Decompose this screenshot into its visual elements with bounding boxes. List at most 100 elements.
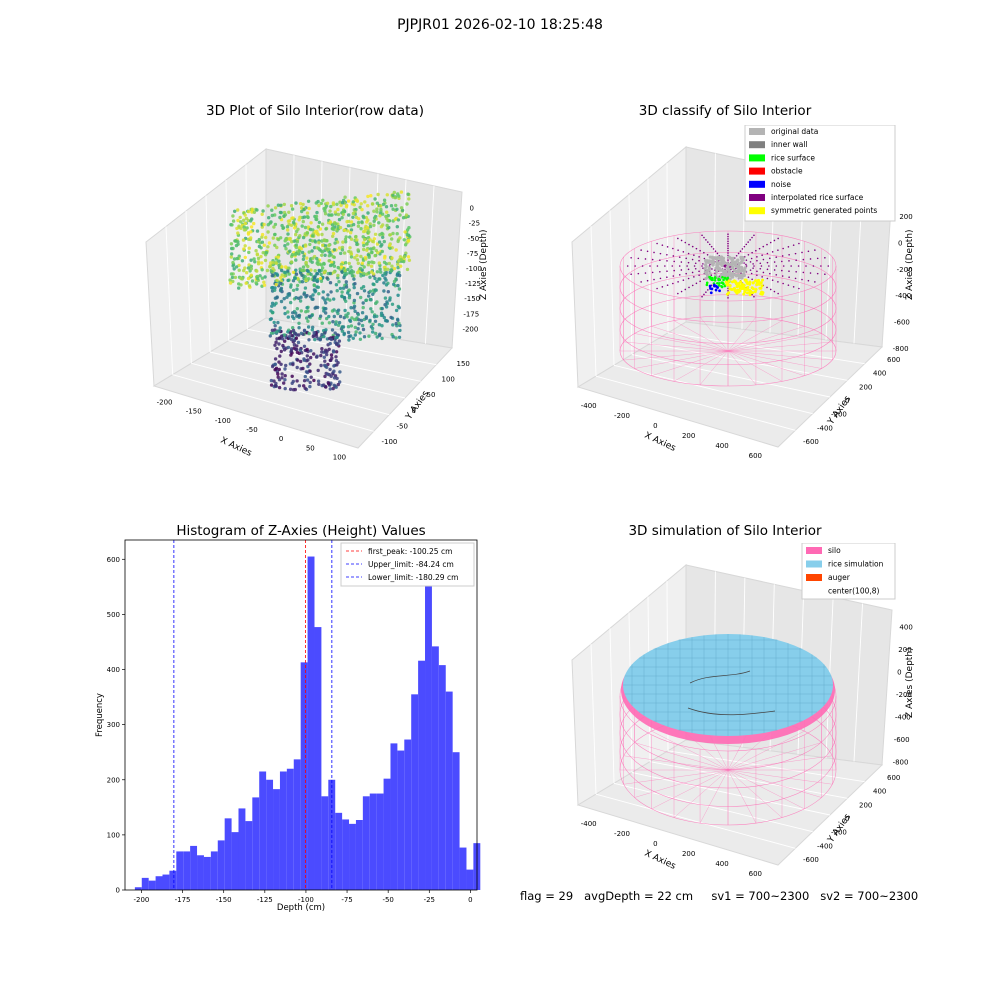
data-point bbox=[387, 243, 392, 248]
data-point bbox=[260, 232, 265, 237]
tick-label: 0 bbox=[653, 840, 657, 848]
data-point bbox=[302, 329, 307, 333]
interpolated-point bbox=[766, 243, 768, 246]
data-point bbox=[231, 264, 235, 268]
data-point bbox=[369, 307, 373, 311]
data-point bbox=[286, 310, 290, 314]
histogram-bar bbox=[134, 887, 142, 890]
data-point bbox=[230, 275, 235, 280]
data-point bbox=[346, 199, 351, 203]
data-point bbox=[275, 346, 279, 351]
data-point bbox=[398, 255, 403, 259]
data-point bbox=[355, 238, 359, 242]
data-point bbox=[283, 386, 287, 391]
tick-label: -400 bbox=[581, 402, 597, 410]
data-point bbox=[333, 241, 337, 245]
histogram-bar bbox=[438, 665, 446, 890]
data-point bbox=[314, 355, 319, 359]
interpolated-point bbox=[659, 277, 662, 280]
tick-label: 400 bbox=[715, 442, 728, 450]
interpolated-point bbox=[680, 269, 683, 271]
data-point bbox=[337, 320, 342, 325]
data-point bbox=[339, 203, 343, 207]
tick-label: 200 bbox=[898, 646, 911, 654]
plot1-tick-labels: -200-150-100-50050100-100-500501001500-2… bbox=[157, 205, 482, 462]
data-point bbox=[331, 320, 335, 324]
data-point bbox=[375, 207, 379, 211]
data-point bbox=[387, 261, 391, 266]
data-point bbox=[270, 208, 274, 212]
data-point bbox=[332, 255, 336, 259]
tick-label: 600 bbox=[887, 356, 900, 364]
data-point bbox=[397, 335, 402, 339]
grid-line bbox=[590, 644, 597, 795]
data-point bbox=[359, 227, 363, 231]
interpolated-point bbox=[758, 247, 761, 250]
interpolated-point bbox=[750, 257, 753, 260]
x-tick-label: -50 bbox=[382, 896, 393, 904]
interpolated-point bbox=[685, 257, 687, 260]
data-point bbox=[273, 243, 277, 247]
data-point bbox=[372, 216, 377, 220]
symmetric-point bbox=[732, 279, 736, 283]
data-point bbox=[377, 323, 382, 327]
data-point bbox=[327, 259, 331, 263]
plot3-frame bbox=[124, 539, 478, 891]
silo-floor-spoke bbox=[727, 317, 757, 352]
data-point bbox=[364, 272, 369, 276]
plot2-zlabel: Z Axies (Depth) bbox=[905, 229, 915, 300]
data-point bbox=[270, 213, 274, 218]
data-point bbox=[329, 213, 333, 217]
data-point bbox=[327, 254, 331, 258]
data-point bbox=[357, 217, 361, 221]
data-point bbox=[360, 261, 364, 265]
data-point bbox=[384, 205, 389, 209]
interpolated-point bbox=[749, 269, 752, 271]
data-point bbox=[355, 291, 360, 296]
data-point bbox=[332, 364, 336, 368]
data-point bbox=[351, 336, 355, 340]
interpolated-point bbox=[649, 265, 651, 267]
interpolated-point bbox=[705, 239, 707, 241]
data-point bbox=[380, 249, 384, 254]
data-point bbox=[380, 243, 384, 247]
data-point bbox=[305, 256, 309, 260]
histogram-bar bbox=[362, 796, 370, 890]
data-point bbox=[286, 219, 291, 223]
data-point bbox=[332, 270, 336, 274]
data-point bbox=[280, 268, 284, 273]
data-point bbox=[305, 378, 310, 382]
data-point bbox=[340, 216, 344, 220]
data-point bbox=[403, 230, 407, 234]
data-point bbox=[274, 261, 278, 265]
data-point bbox=[318, 314, 323, 318]
data-point bbox=[361, 301, 365, 305]
plot4-ylabel: Y Axies bbox=[826, 812, 854, 845]
data-point bbox=[327, 382, 331, 386]
data-point bbox=[278, 354, 282, 358]
data-point bbox=[237, 282, 241, 286]
histogram-bar bbox=[231, 832, 239, 890]
data-point bbox=[351, 211, 356, 216]
data-point bbox=[283, 244, 287, 248]
data-point bbox=[277, 385, 282, 390]
histogram-bar bbox=[148, 880, 156, 890]
tick-label: -100 bbox=[215, 417, 231, 425]
data-point bbox=[342, 228, 347, 232]
data-point bbox=[326, 293, 330, 297]
data-point bbox=[360, 207, 364, 212]
data-point bbox=[336, 273, 340, 278]
data-point bbox=[336, 265, 340, 270]
histogram-bar bbox=[273, 789, 280, 890]
histogram-bar bbox=[418, 660, 426, 890]
interpolated-point bbox=[682, 251, 685, 253]
tick-label: -200 bbox=[614, 412, 630, 420]
silo-floor-spoke bbox=[727, 769, 833, 785]
tick-label: -150 bbox=[186, 408, 202, 416]
interpolated-point bbox=[769, 288, 772, 291]
data-point bbox=[323, 244, 328, 248]
data-point bbox=[331, 350, 336, 354]
data-point bbox=[320, 350, 324, 354]
data-point bbox=[330, 223, 335, 227]
data-point bbox=[380, 306, 384, 311]
